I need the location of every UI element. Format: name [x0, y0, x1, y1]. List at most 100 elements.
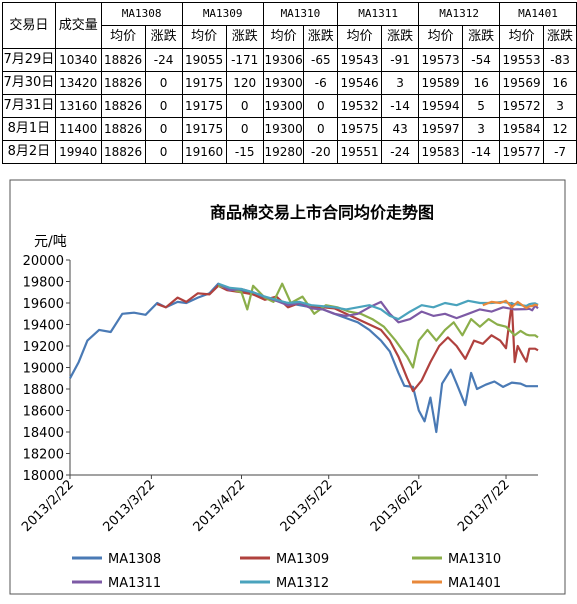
cell-price: 19175 — [181, 71, 227, 95]
cell-change: -83 — [543, 48, 577, 72]
y-tick-label: 19800 — [23, 276, 64, 291]
cell-date: 7月30日 — [2, 71, 56, 95]
cell-change: 43 — [381, 117, 420, 141]
series-line-ma1401 — [482, 299, 539, 310]
legend-label: MA1401 — [448, 576, 501, 591]
cell-price: 19543 — [337, 48, 383, 72]
subheader-change: 涨跌 — [543, 25, 577, 49]
legend: MA1308 MA1309 MA1310 MA1311 MA1312 MA1401 — [72, 552, 501, 591]
cell-price: 19175 — [181, 94, 227, 118]
y-tick-label: 18000 — [23, 469, 64, 484]
y-tick-label: 18600 — [23, 405, 64, 420]
cell-price: 19584 — [499, 117, 545, 141]
cell-change: 0 — [144, 140, 183, 164]
cell-change: 5 — [462, 94, 501, 118]
table-body: 7月29日 10340 18826 -24 19055 -171 19306 -65 19543… — [2, 48, 577, 164]
table-subheader-row: 均价 涨跌 均价 涨跌 均价 涨跌 均价 涨跌 均价 涨跌 均价 涨跌 — [3, 25, 577, 49]
cell-change: 3 — [381, 71, 420, 95]
cell-change: -65 — [303, 48, 339, 72]
cell-price: 18826 — [100, 94, 146, 118]
subheader-price: 均价 — [262, 25, 305, 49]
cell-price: 19055 — [181, 48, 227, 72]
legend-label: MA1312 — [276, 576, 329, 591]
y-tick-label: 19600 — [23, 297, 64, 312]
cell-change: 16 — [462, 71, 501, 95]
subheader-change: 涨跌 — [144, 25, 183, 49]
cell-price: 19300 — [262, 117, 305, 141]
header-contract: MA1309 — [181, 2, 264, 26]
subheader-change: 涨跌 — [462, 25, 501, 49]
cell-change: 3 — [543, 94, 577, 118]
header-contract: MA1312 — [418, 2, 501, 26]
chart-title: 商品棉交易上市合同均价走势图 — [210, 203, 434, 222]
subheader-price: 均价 — [181, 25, 227, 49]
cell-change: 0 — [144, 94, 183, 118]
cell-volume: 13420 — [54, 71, 102, 95]
cell-change: -15 — [225, 140, 264, 164]
y-tick-label: 20000 — [23, 254, 64, 269]
header-contract: MA1308 — [100, 2, 183, 26]
subheader-price: 均价 — [337, 25, 383, 49]
series-group — [69, 282, 539, 434]
cell-price: 19306 — [262, 48, 305, 72]
y-tick-label: 19400 — [23, 319, 64, 334]
cell-price: 19573 — [418, 48, 464, 72]
cell-change: -14 — [381, 94, 420, 118]
cell-change: -24 — [144, 48, 183, 72]
table-row: 7月29日 10340 18826 -24 19055 -171 19306 -65 19543… — [2, 48, 577, 72]
subheader-price: 均价 — [499, 25, 545, 49]
cell-price: 19577 — [499, 140, 545, 164]
cell-price: 19546 — [337, 71, 383, 95]
cell-price: 19583 — [418, 140, 464, 164]
cell-volume: 19940 — [54, 140, 102, 164]
series-line-ma1310 — [217, 282, 539, 369]
y-axis-label: 元/吨 — [34, 234, 67, 250]
cell-change: 0 — [144, 117, 183, 141]
header-contract: MA1310 — [262, 2, 339, 26]
cell-volume: 11400 — [54, 117, 102, 141]
cell-change: -20 — [303, 140, 339, 164]
subheader-price: 均价 — [418, 25, 464, 49]
cell-change: -6 — [303, 71, 339, 95]
subheader-change: 涨跌 — [225, 25, 264, 49]
cell-price: 18826 — [100, 71, 146, 95]
table-row: 8月1日 11400 18826 0 19175 0 19300 0 19575 43 19597 3… — [2, 117, 577, 141]
cell-change: -54 — [462, 48, 501, 72]
legend-label: MA1311 — [108, 576, 161, 591]
table-row: 7月30日 13420 18826 0 19175 120 19300 -6 19546 3 195… — [2, 71, 577, 95]
legend-label: MA1309 — [276, 552, 329, 567]
cell-price: 19569 — [499, 71, 545, 95]
cell-change: -24 — [381, 140, 420, 164]
legend-label: MA1310 — [448, 552, 501, 567]
subheader-price: 均价 — [100, 25, 146, 49]
cell-change: 0 — [303, 94, 339, 118]
y-tick-label: 18400 — [23, 426, 64, 441]
cell-volume: 10340 — [54, 48, 102, 72]
cell-price: 19553 — [499, 48, 545, 72]
cell-change: -91 — [381, 48, 420, 72]
cell-price: 19280 — [262, 140, 305, 164]
chart-container: 商品棉交易上市合同均价走势图 元/吨 18000 18200 18400 18600 1… — [0, 178, 577, 600]
y-tick-label: 18800 — [23, 383, 64, 398]
cell-price: 19551 — [337, 140, 383, 164]
cell-change: 0 — [303, 117, 339, 141]
table-row: 7月31日 13160 18826 0 19175 0 19300 0 19532 -14 1959… — [2, 94, 577, 118]
cell-change: 12 — [543, 117, 577, 141]
price-table-container: 交易日 成交量 MA1308 MA1309 MA1310 MA1311 MA13… — [2, 2, 577, 164]
cell-price: 19597 — [418, 117, 464, 141]
cell-date: 7月31日 — [2, 94, 56, 118]
cell-price: 18826 — [100, 140, 146, 164]
cell-price: 19575 — [337, 117, 383, 141]
cell-price: 19300 — [262, 94, 305, 118]
cell-volume: 13160 — [54, 94, 102, 118]
cell-change: -7 — [543, 140, 577, 164]
cell-change: -14 — [462, 140, 501, 164]
cell-price: 19160 — [181, 140, 227, 164]
cell-date: 8月1日 — [2, 117, 56, 141]
cell-price: 18826 — [100, 48, 146, 72]
cell-price: 19532 — [337, 94, 383, 118]
cell-change: 0 — [225, 94, 264, 118]
chart-frame — [9, 179, 566, 595]
subheader-change: 涨跌 — [381, 25, 420, 49]
cell-date: 7月29日 — [2, 48, 56, 72]
